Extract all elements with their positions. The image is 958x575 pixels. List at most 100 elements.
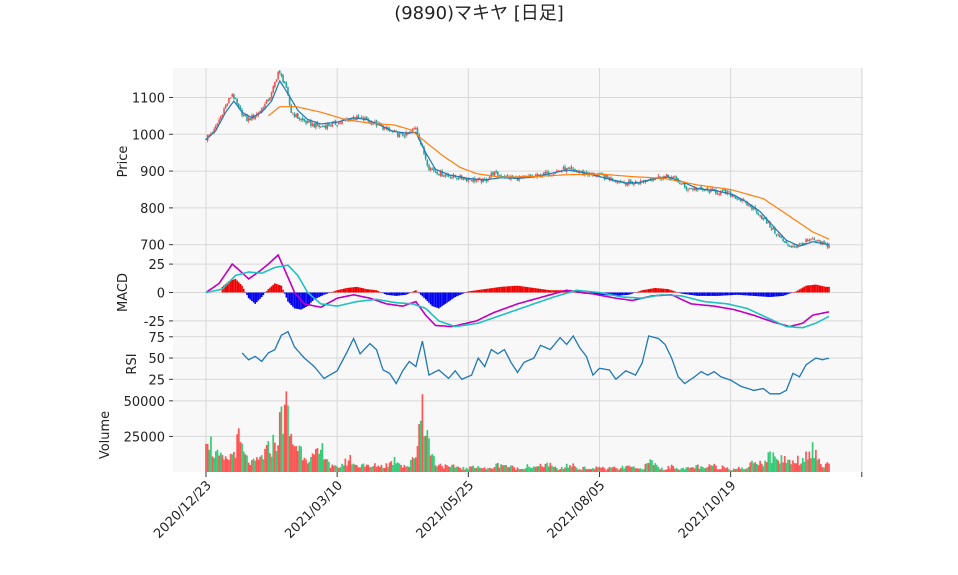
candle xyxy=(792,244,794,248)
candle-body xyxy=(280,73,283,76)
x-tick-label: 2020/12/23 xyxy=(151,478,215,542)
volume-bar xyxy=(731,470,734,472)
macd-bar xyxy=(769,292,771,298)
candle-body xyxy=(303,119,306,122)
candle-body xyxy=(801,243,804,246)
macd-bar xyxy=(447,292,450,302)
volume-bar xyxy=(306,463,309,472)
macd-bar xyxy=(533,287,535,293)
macd-bar xyxy=(801,287,804,293)
candle-body xyxy=(369,120,371,123)
macd-bar xyxy=(406,292,409,295)
volume-bar xyxy=(713,463,716,472)
macd-bar xyxy=(287,292,289,302)
candle xyxy=(777,232,779,237)
volume-bar xyxy=(270,456,273,472)
candle xyxy=(757,212,760,216)
panel-rsi: 75 50 25 RSI xyxy=(125,330,863,398)
volume-bar xyxy=(619,468,622,472)
candle-body xyxy=(341,120,343,124)
candle xyxy=(449,175,452,179)
volume-bar xyxy=(513,467,516,472)
volume-bar xyxy=(244,454,247,472)
candle-body xyxy=(638,183,640,185)
volume-bar xyxy=(233,451,235,472)
volume-bar xyxy=(305,459,307,472)
volume-bar xyxy=(582,466,584,472)
candle-body xyxy=(274,82,276,88)
volume-bar xyxy=(339,467,342,472)
volume-bar xyxy=(716,469,719,472)
volume-bar xyxy=(616,468,619,472)
candle-body xyxy=(752,207,755,209)
macd-bar xyxy=(700,292,702,296)
volume-bar xyxy=(387,466,389,472)
candle xyxy=(811,236,814,240)
macd-bar xyxy=(600,292,602,295)
candle-body xyxy=(759,215,761,217)
candle-body xyxy=(672,176,675,178)
x-tick-label: 2021/03/10 xyxy=(282,478,346,542)
volume-bar xyxy=(665,469,668,472)
macd-bar xyxy=(519,286,522,293)
macd-bar xyxy=(295,292,297,309)
volume-bar xyxy=(492,468,494,472)
candle-body xyxy=(756,210,758,214)
candle xyxy=(431,166,434,171)
volume-bar xyxy=(246,455,248,472)
macd-bar xyxy=(524,286,527,293)
volume-bar xyxy=(485,469,488,472)
macd-bar xyxy=(318,292,320,298)
macd-bar xyxy=(362,288,365,293)
macd-bar xyxy=(713,292,716,296)
volume-bar xyxy=(234,457,237,472)
volume-bar xyxy=(546,462,548,472)
candle-body xyxy=(711,188,714,190)
macd-bar xyxy=(242,288,245,293)
candle-body xyxy=(311,123,314,126)
macd-bar xyxy=(723,292,725,296)
volume-bar xyxy=(765,462,768,472)
candle-body xyxy=(283,81,286,84)
volume-bar xyxy=(600,467,602,472)
candle xyxy=(278,69,281,75)
volume-bar xyxy=(354,464,357,472)
macd-bar xyxy=(639,290,642,293)
volume-bar xyxy=(388,462,391,472)
candle-body xyxy=(800,243,802,245)
macd-bar xyxy=(315,292,317,299)
volume-bar xyxy=(542,467,545,472)
candle xyxy=(567,167,570,169)
volume-bar xyxy=(680,468,683,472)
candle-body xyxy=(465,178,468,182)
volume-bar xyxy=(224,456,227,472)
macd-bar xyxy=(233,279,235,293)
macd-bar xyxy=(811,284,814,293)
candle xyxy=(724,189,727,195)
volume-bar xyxy=(690,467,693,472)
macd-bar xyxy=(634,292,637,293)
candle xyxy=(474,176,476,184)
candle-body xyxy=(323,126,325,128)
candle-body xyxy=(674,176,676,178)
volume-bar xyxy=(308,461,311,472)
volume-bar xyxy=(495,463,498,472)
volume-bar xyxy=(742,469,745,472)
macd-bar xyxy=(310,292,312,303)
macd-bar xyxy=(252,292,255,303)
macd-bar xyxy=(254,292,256,304)
macd-bar xyxy=(487,288,489,293)
volume-bar xyxy=(828,463,830,472)
candle-body xyxy=(328,123,330,126)
macd-bar xyxy=(718,292,720,296)
candle-body xyxy=(572,169,575,171)
candle-body xyxy=(374,121,376,123)
macd-bar xyxy=(247,292,250,299)
y-tick-label: 75 xyxy=(148,331,165,346)
macd-bar xyxy=(270,286,273,293)
candle-body xyxy=(793,246,796,248)
volume-bar xyxy=(826,462,829,472)
macd-bar xyxy=(531,287,534,293)
macd-bar xyxy=(467,291,470,293)
volume-bar xyxy=(400,465,402,472)
